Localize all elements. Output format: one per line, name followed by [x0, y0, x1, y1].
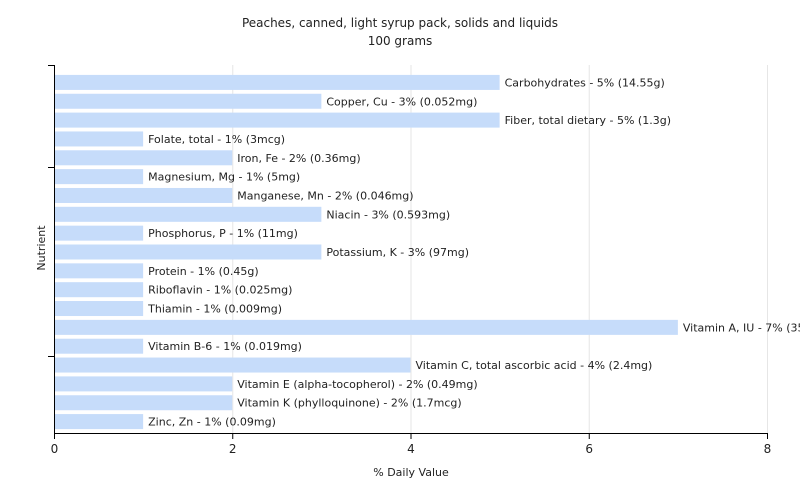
bar-label: Fiber, total dietary - 5% (1.3g) [505, 114, 671, 127]
bar [55, 169, 144, 185]
bar [55, 319, 678, 335]
bar [55, 376, 233, 392]
bar [55, 301, 144, 317]
axes-group: 0 2 4 6 8 [48, 65, 771, 456]
bar [55, 414, 144, 430]
bar-label: Zinc, Zn - 1% (0.09mg) [148, 416, 276, 429]
bar-label: Potassium, K - 3% (97mg) [326, 246, 469, 259]
bar-label: Thiamin - 1% (0.009mg) [147, 303, 282, 316]
y-axis-label: Nutrient [35, 225, 48, 271]
bar [55, 187, 233, 203]
bar-label: Protein - 1% (0.45g) [148, 265, 259, 278]
x-tick-label: 8 [764, 442, 772, 456]
bar-label: Copper, Cu - 3% (0.052mg) [326, 95, 477, 108]
bar-label: Vitamin K (phylloquinone) - 2% (1.7mcg) [237, 397, 461, 410]
bar [55, 357, 411, 373]
bar [55, 282, 144, 298]
bar-label: Iron, Fe - 2% (0.36mg) [237, 152, 360, 165]
bar-label: Carbohydrates - 5% (14.55g) [505, 76, 665, 89]
x-tick-label: 2 [229, 442, 237, 456]
bar-label: Vitamin B-6 - 1% (0.019mg) [148, 340, 302, 353]
bar [55, 244, 322, 260]
x-tick-label: 0 [51, 442, 59, 456]
bar [55, 74, 500, 90]
bar-label: Phosphorus, P - 1% (11mg) [148, 227, 298, 240]
bar-label: Vitamin A, IU - 7% (354IU) [683, 321, 800, 334]
x-axis-label: % Daily Value [373, 466, 449, 479]
bar [55, 206, 322, 222]
bar-label: Vitamin E (alpha-tocopherol) - 2% (0.49m… [237, 378, 477, 391]
x-tick-label: 6 [585, 442, 593, 456]
bar-label: Manganese, Mn - 2% (0.046mg) [237, 189, 413, 202]
bar [55, 150, 233, 166]
bar [55, 263, 144, 279]
chart-title: Peaches, canned, light syrup pack, solid… [242, 16, 558, 30]
x-tick-label: 4 [407, 442, 415, 456]
bar [55, 131, 144, 147]
bars-group: Carbohydrates - 5% (14.55g) Copper, Cu - … [55, 74, 800, 430]
bar-label: Vitamin C, total ascorbic acid - 4% (2.4… [416, 359, 653, 372]
bar-label: Niacin - 3% (0.593mg) [326, 208, 450, 221]
bar [55, 395, 233, 411]
bar [55, 225, 144, 241]
bar-label: Folate, total - 1% (3mcg) [148, 133, 285, 146]
chart-subtitle: 100 grams [368, 34, 433, 48]
bar-label: Riboflavin - 1% (0.025mg) [148, 284, 292, 297]
bar [55, 112, 500, 128]
bar-label: Magnesium, Mg - 1% (5mg) [148, 171, 300, 184]
bar [55, 93, 322, 109]
bar [55, 338, 144, 354]
